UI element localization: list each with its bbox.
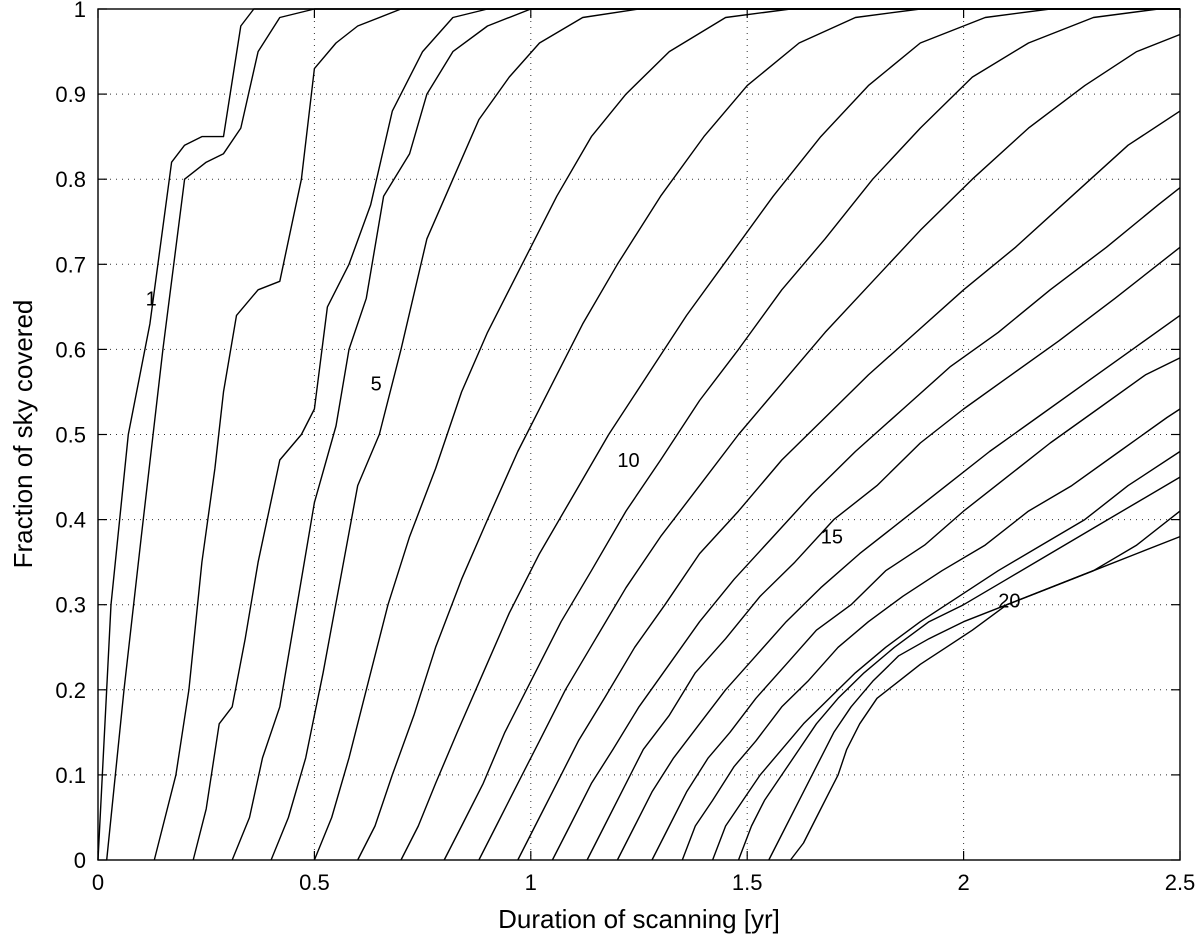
y-tick-label: 0.9	[55, 82, 86, 107]
series-line-17	[681, 408, 1181, 861]
y-tick-label: 1	[74, 0, 86, 22]
series-group	[97, 8, 1181, 861]
curve-label: 5	[371, 373, 382, 395]
series-line-1	[97, 8, 1180, 861]
x-tick-labels: 0 0.5 1 1.5 2 2.5	[92, 870, 1195, 895]
y-tick-label: 0.8	[55, 167, 86, 192]
series-line-11	[478, 33, 1181, 861]
x-tick-label: 0.5	[299, 870, 330, 895]
curve-label: 15	[821, 527, 843, 549]
series-line-9	[400, 8, 1180, 861]
x-tick-label: 2.5	[1165, 870, 1196, 895]
series-line-14	[586, 246, 1181, 861]
series-line-8	[357, 8, 1180, 861]
series-line-4	[192, 8, 1180, 861]
grid	[98, 9, 1180, 860]
y-tick-label: 0.5	[55, 423, 86, 448]
series-line-3	[153, 8, 1180, 861]
curve-label: 1	[146, 288, 157, 310]
y-tick-label: 0.4	[55, 508, 86, 533]
y-tick-label: 0.6	[55, 337, 86, 362]
series-line-2	[106, 8, 1180, 861]
series-line-10	[443, 8, 1180, 861]
series-line-12	[517, 110, 1181, 861]
series-line-18	[711, 450, 1181, 861]
series-line-13	[551, 187, 1181, 861]
series-line-7	[313, 8, 1180, 861]
y-tick-label: 0.7	[55, 252, 86, 277]
series-line-15	[616, 314, 1181, 861]
x-tick-label: 2	[957, 870, 969, 895]
curve-label: 20	[998, 590, 1020, 612]
x-axis-label: Duration of scanning [yr]	[498, 904, 780, 934]
x-tick-label: 1	[525, 870, 537, 895]
x-tick-label: 0	[92, 870, 104, 895]
y-tick-label: 0.1	[55, 763, 86, 788]
y-axis-label: Fraction of sky covered	[8, 300, 38, 569]
y-tick-label: 0	[74, 848, 86, 873]
tick-marks	[97, 8, 1181, 861]
x-tick-label: 1.5	[732, 870, 763, 895]
series-line-5	[231, 8, 1180, 861]
y-tick-label: 0.3	[55, 593, 86, 618]
series-line-20	[768, 535, 1181, 861]
y-tick-labels: 0 0.1 0.2 0.3 0.4 0.5 0.6 0.7 0.8 0.9 1	[55, 0, 86, 873]
curve-label: 10	[617, 450, 639, 472]
series-line-6	[270, 8, 1180, 861]
series-line-19	[737, 476, 1181, 861]
series-line-16	[651, 357, 1181, 861]
y-tick-label: 0.2	[55, 678, 86, 703]
series-line-21	[789, 510, 1181, 861]
